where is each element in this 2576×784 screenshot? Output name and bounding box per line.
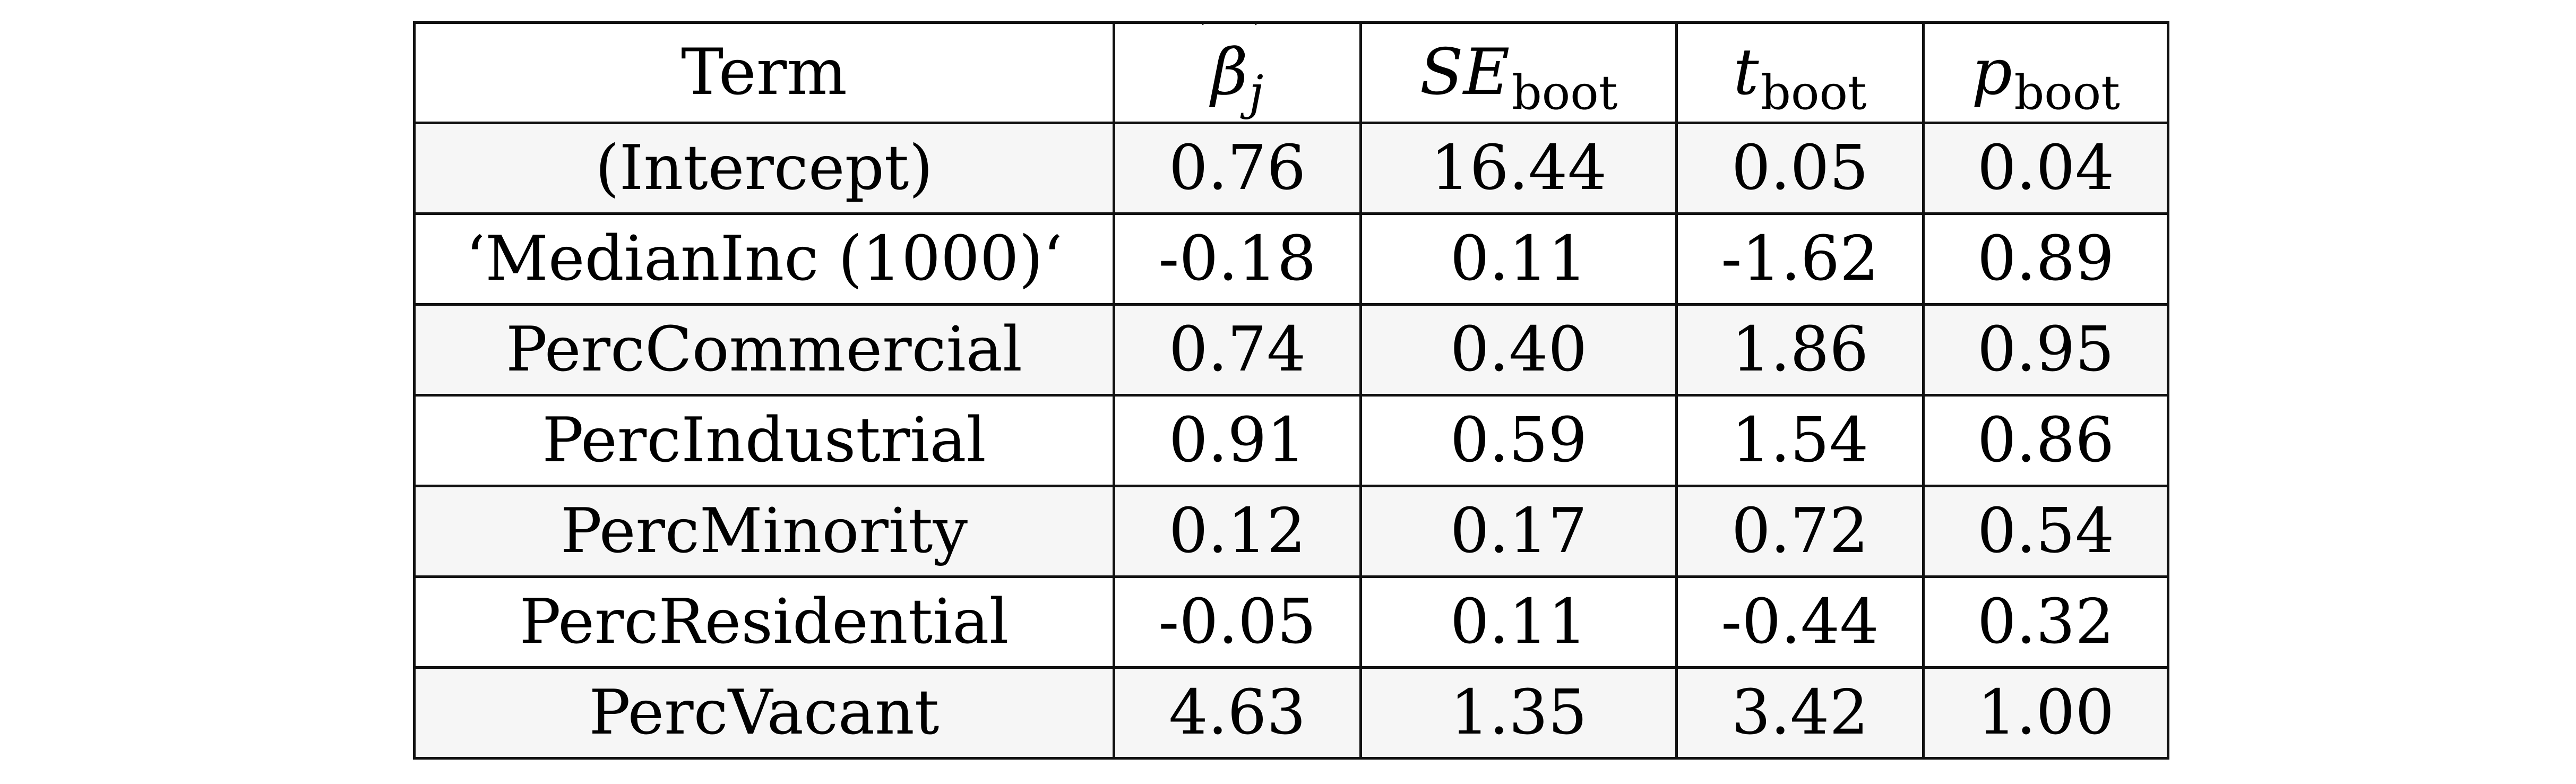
table-row: (Intercept) 0.76 16.44 0.05 0.04 — [413, 122, 2169, 215]
cell-se: 0.11 — [1359, 212, 1678, 306]
cell-se: 0.59 — [1359, 394, 1678, 487]
cell-beta: 0.74 — [1113, 303, 1362, 397]
header-t-boot: tboot — [1675, 21, 1925, 124]
se-symbol: SE — [1419, 36, 1510, 109]
beta-symbol: β — [1211, 36, 1248, 109]
header-row: Term β j SEboot tboot pboot — [413, 21, 2169, 124]
cell-beta: -0.05 — [1113, 575, 1362, 669]
cell-p: 1.00 — [1922, 666, 2169, 760]
cell-t: 1.86 — [1675, 303, 1925, 397]
table-body: (Intercept) 0.76 16.44 0.05 0.04 ‘Median… — [413, 122, 2169, 760]
cell-se: 1.35 — [1359, 666, 1678, 760]
header-se-boot: SEboot — [1359, 21, 1678, 124]
header-term-label: Term — [681, 36, 847, 109]
cell-se: 0.11 — [1359, 575, 1678, 669]
cell-p: 0.32 — [1922, 575, 2169, 669]
cell-t: 1.54 — [1675, 394, 1925, 487]
table-row: ‘MedianInc (1000)‘ -0.18 0.11 -1.62 0.89 — [413, 212, 2169, 306]
cell-t: 0.05 — [1675, 122, 1925, 215]
cell-beta: 0.76 — [1113, 122, 1362, 215]
beta-hat-symbol: β — [1203, 25, 1256, 105]
cell-t: -1.62 — [1675, 212, 1925, 306]
cell-se: 0.40 — [1359, 303, 1678, 397]
beta-subscript: j — [1248, 65, 1264, 120]
cell-beta: 4.63 — [1113, 666, 1362, 760]
t-symbol: t — [1733, 36, 1759, 109]
header-term: Term — [413, 21, 1115, 124]
se-subscript: boot — [1511, 65, 1618, 120]
cell-beta: 0.91 — [1113, 394, 1362, 487]
cell-se: 16.44 — [1359, 122, 1678, 215]
cell-term: PercIndustrial — [413, 394, 1115, 487]
cell-term: PercMinority — [413, 485, 1115, 578]
hat-accent-icon — [1201, 25, 1258, 26]
cell-term: ‘MedianInc (1000)‘ — [413, 212, 1115, 306]
cell-t: -0.44 — [1675, 575, 1925, 669]
cell-se: 0.17 — [1359, 485, 1678, 578]
cell-term: PercCommercial — [413, 303, 1115, 397]
cell-t: 3.42 — [1675, 666, 1925, 760]
table-row: PercResidential -0.05 0.11 -0.44 0.32 — [413, 575, 2169, 669]
header-beta-hat: β j — [1113, 21, 1362, 124]
table-row: PercVacant 4.63 1.35 3.42 1.00 — [413, 666, 2169, 760]
cell-term: PercResidential — [413, 575, 1115, 669]
cell-p: 0.89 — [1922, 212, 2169, 306]
table-header: Term β j SEboot tboot pboot — [413, 21, 2169, 124]
table-row: PercMinority 0.12 0.17 0.72 0.54 — [413, 485, 2169, 578]
header-p-boot: pboot — [1922, 21, 2169, 124]
cell-beta: 0.12 — [1113, 485, 1362, 578]
t-subscript: boot — [1761, 65, 1867, 120]
cell-p: 0.54 — [1922, 485, 2169, 578]
table-row: PercIndustrial 0.91 0.59 1.54 0.86 — [413, 394, 2169, 487]
cell-p: 0.04 — [1922, 122, 2169, 215]
cell-term: (Intercept) — [413, 122, 1115, 215]
cell-beta: -0.18 — [1113, 212, 1362, 306]
cell-term: PercVacant — [413, 666, 1115, 760]
table-row: PercCommercial 0.74 0.40 1.86 0.95 — [413, 303, 2169, 397]
p-subscript: boot — [2014, 65, 2120, 120]
p-symbol: p — [1971, 36, 2012, 109]
cell-t: 0.72 — [1675, 485, 1925, 578]
regression-table: Term β j SEboot tboot pboot — [413, 21, 2169, 760]
cell-p: 0.95 — [1922, 303, 2169, 397]
cell-p: 0.86 — [1922, 394, 2169, 487]
